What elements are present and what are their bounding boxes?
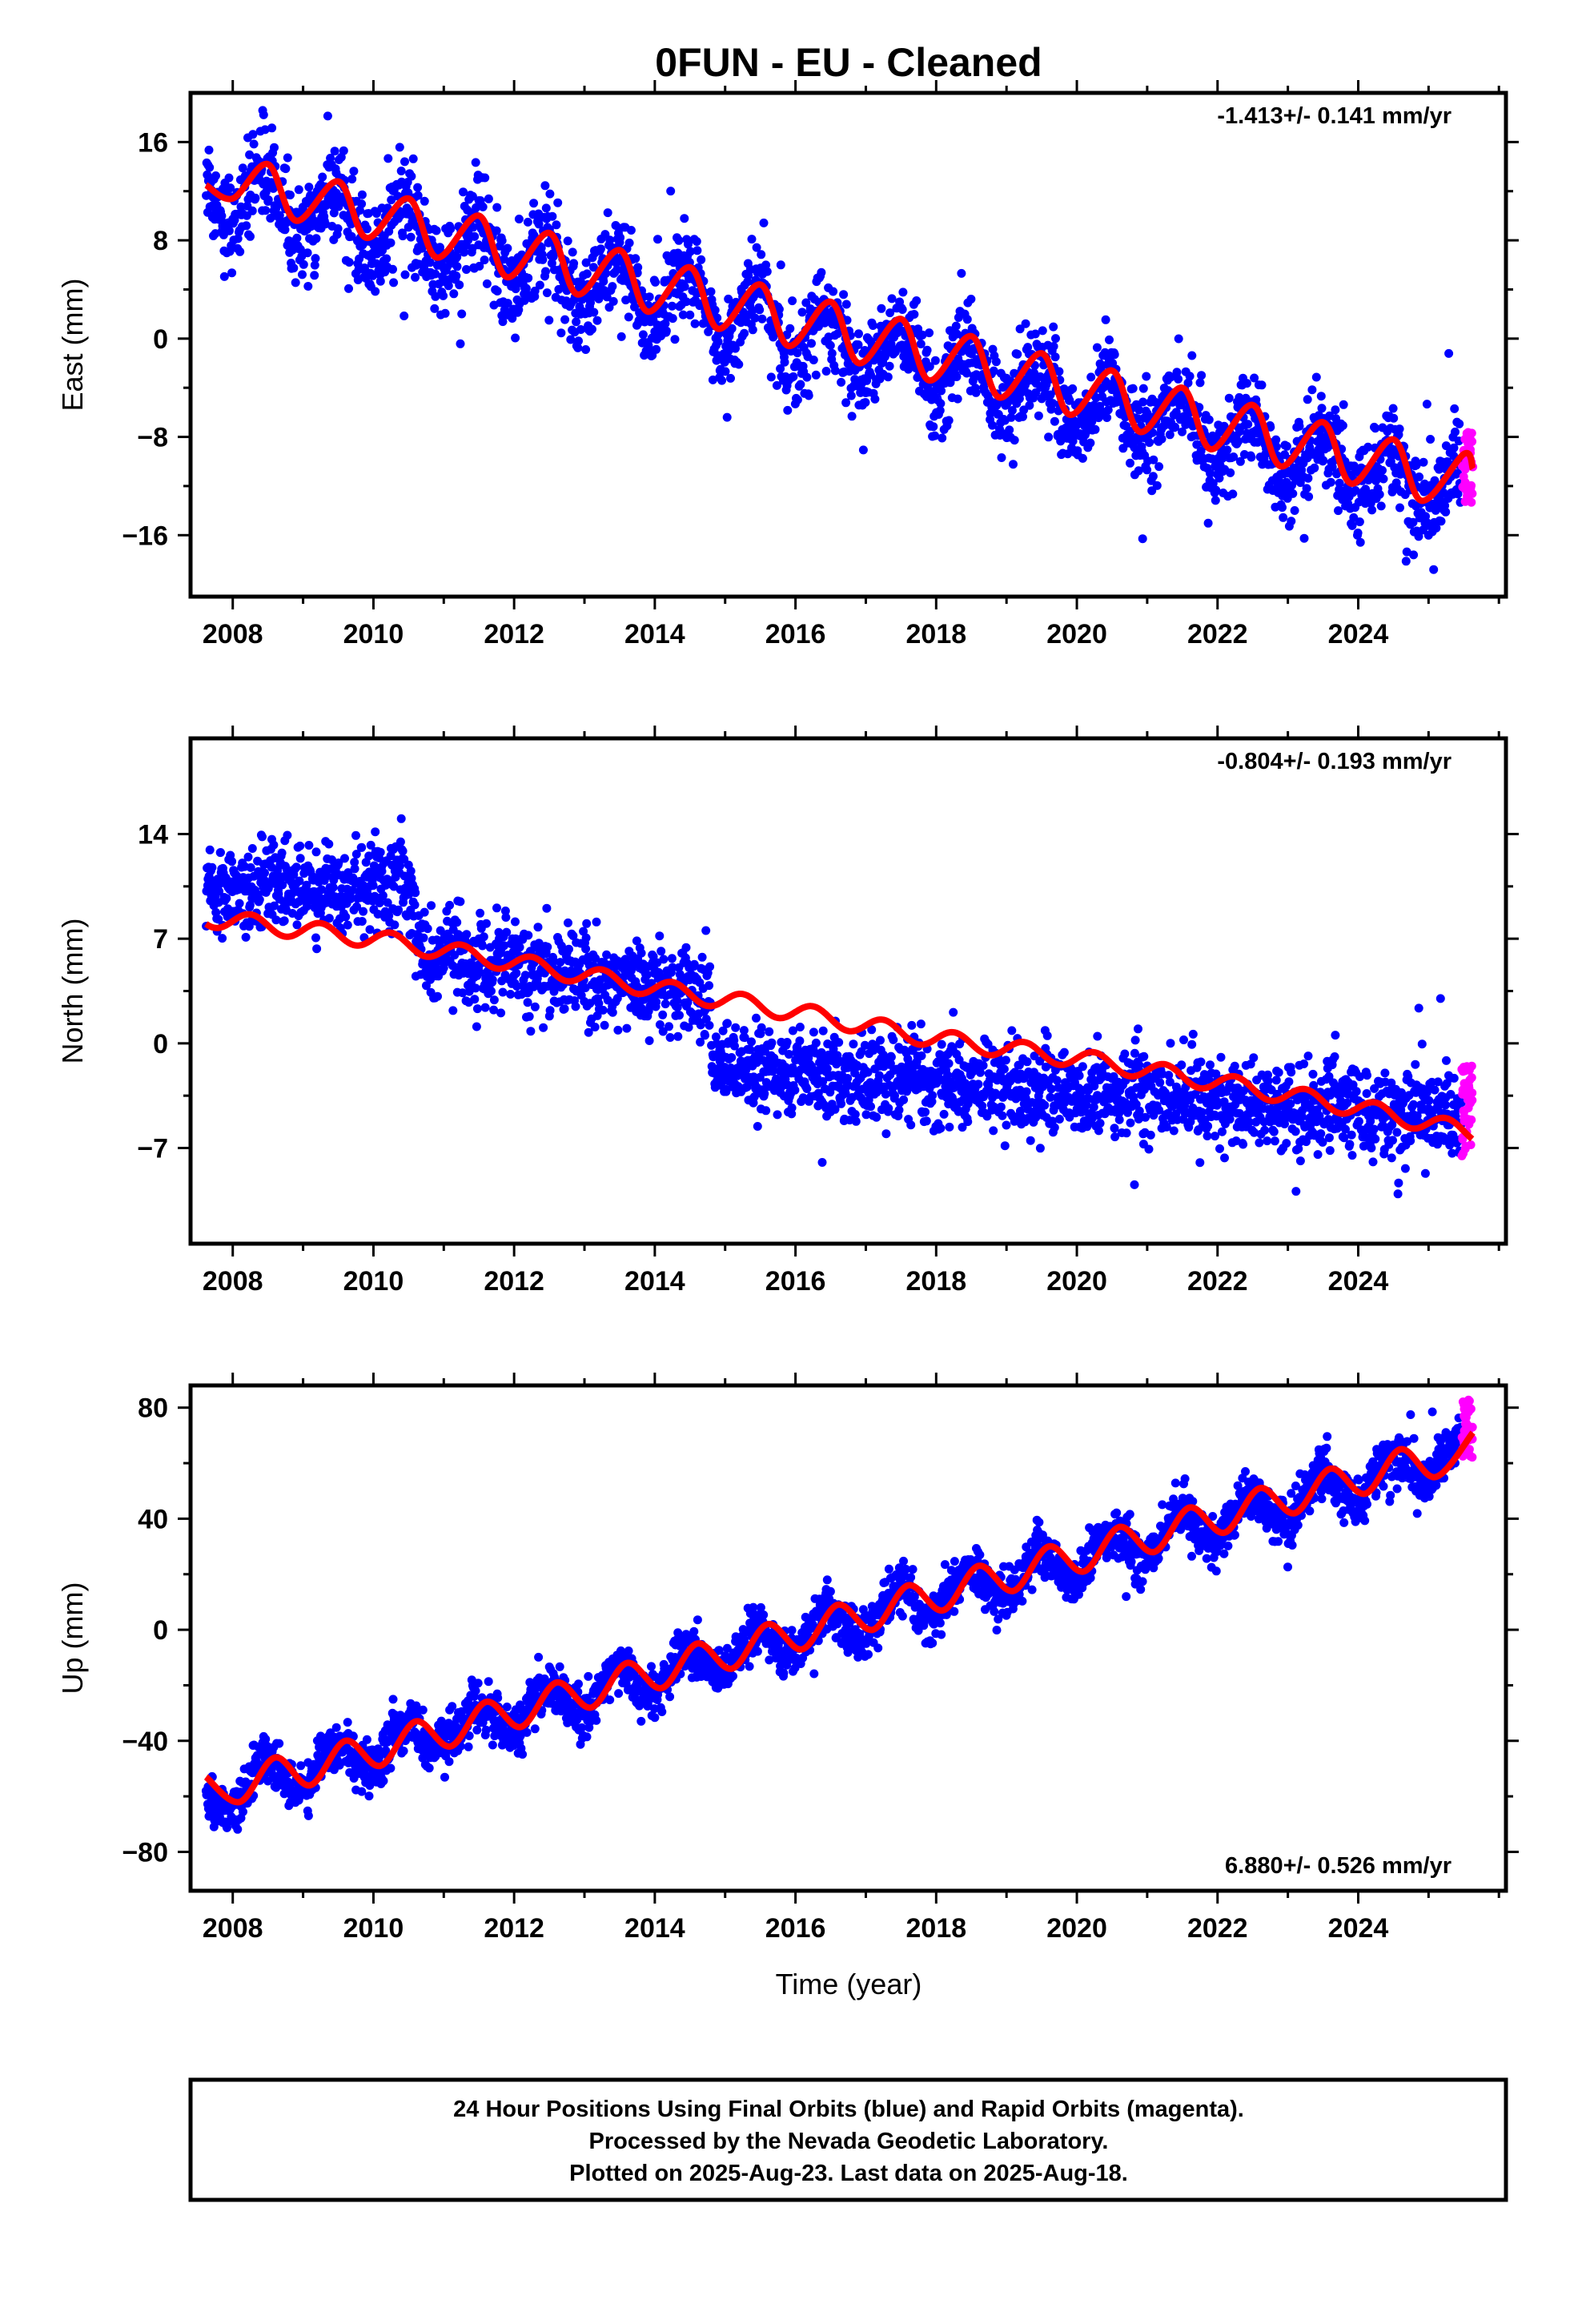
up-x-tick-label: 2024 [1328, 1913, 1389, 1944]
north-model-line [204, 911, 1475, 1142]
east-y-axis-label: East (mm) [56, 279, 89, 412]
up-x-tick-label: 2022 [1187, 1913, 1248, 1944]
north-x-tick-label: 2010 [343, 1266, 404, 1297]
north-frame [188, 736, 1508, 1246]
north-x-tick-label: 2016 [765, 1266, 826, 1297]
east-frame [188, 90, 1508, 599]
east-x-tick-label: 2012 [484, 619, 544, 649]
footer-frame [188, 2077, 1508, 2202]
up-y-tick-label: 0 [153, 1615, 168, 1646]
footer-box: 24 Hour Positions Using Final Orbits (bl… [188, 2077, 1508, 2202]
east-x-tick-label: 2022 [1187, 619, 1248, 649]
north-x-tick-label: 2012 [484, 1266, 544, 1297]
east-x-tick-label: 2020 [1046, 619, 1107, 649]
up-y-tick-label: 80 [138, 1393, 168, 1424]
north-x-tick-label: 2018 [906, 1266, 967, 1297]
up-final-orbit-points [201, 1407, 1466, 1834]
east-x-tick-label: 2024 [1328, 619, 1389, 649]
north-y-tick-label: 7 [153, 924, 168, 955]
up-x-tick-label: 2010 [343, 1913, 404, 1944]
up-frame [188, 1383, 1508, 1893]
north-y-tick-label: −7 [137, 1134, 168, 1164]
east-rate-label: -1.413+/- 0.141 mm/yr [1217, 103, 1452, 129]
north-y-tick-label: 0 [153, 1029, 168, 1059]
east-model-line [204, 160, 1476, 505]
up-x-tick-label: 2014 [624, 1913, 685, 1944]
east-y-tick-label: −16 [122, 521, 168, 551]
up-y-tick-label: −40 [122, 1727, 168, 1757]
footer-line-3: Plotted on 2025-Aug-23. Last data on 202… [569, 2161, 1128, 2186]
x-axis-label: Time (year) [776, 1968, 922, 2000]
north-x-tick-label: 2020 [1046, 1266, 1107, 1297]
up-y-axis-label: Up (mm) [56, 1582, 89, 1695]
figure-title: 0FUN - EU - Cleaned [655, 40, 1042, 85]
up-x-tick-label: 2008 [203, 1913, 263, 1944]
up-data-layer [201, 1395, 1477, 1834]
east-x-tick-label: 2010 [343, 619, 404, 649]
east-y-tick-label: 8 [153, 226, 168, 256]
east-x-tick-label: 2016 [765, 619, 826, 649]
north-rapid-orbit-points [1457, 1061, 1477, 1160]
north-y-tick-label: 14 [138, 819, 168, 850]
east-x-tick-label: 2014 [624, 619, 685, 649]
north-data-layer [202, 814, 1477, 1199]
north-x-tick-label: 2024 [1328, 1266, 1389, 1297]
up-y-tick-label: 40 [138, 1504, 168, 1534]
up-x-tick-label: 2016 [765, 1913, 826, 1944]
up-model-line [203, 1430, 1476, 1806]
north-x-tick-label: 2014 [624, 1266, 685, 1297]
up-x-tick-label: 2020 [1046, 1913, 1107, 1944]
north-x-tick-label: 2022 [1187, 1266, 1248, 1297]
panel-up: 2008 2010 2012 2014 2016 2018 2020 2022 2024 80 40… [56, 1373, 1519, 1944]
up-x-tick-label: 2012 [484, 1913, 544, 1944]
east-x-tick-label: 2008 [203, 619, 263, 649]
north-y-axis-label: North (mm) [56, 919, 89, 1064]
north-x-tick-label: 2008 [203, 1266, 263, 1297]
panel-east: 2008 2010 2012 2014 2016 2018 2020 2022 2024 16 8 0… [56, 80, 1519, 649]
panel-north: 2008 2010 2012 2014 2016 2018 2020 2022 2024 14 7 0… [56, 726, 1519, 1297]
north-rate-label: -0.804+/- 0.193 mm/yr [1217, 749, 1452, 774]
east-data-layer [202, 106, 1478, 574]
up-x-tick-label: 2018 [906, 1913, 967, 1944]
up-rate-label: 6.880+/- 0.526 mm/yr [1225, 1853, 1452, 1879]
east-y-tick-label: 0 [153, 324, 168, 355]
up-y-tick-label: −80 [122, 1837, 168, 1868]
east-x-tick-label: 2018 [906, 619, 967, 649]
east-y-tick-label: −8 [137, 423, 168, 453]
east-y-tick-label: 16 [138, 127, 168, 158]
footer-line-1: 24 Hour Positions Using Final Orbits (bl… [453, 2097, 1244, 2122]
footer-line-2: Processed by the Nevada Geodetic Laborat… [589, 2129, 1109, 2154]
north-final-orbit-points [202, 814, 1466, 1199]
east-final-orbit-points [202, 106, 1466, 574]
